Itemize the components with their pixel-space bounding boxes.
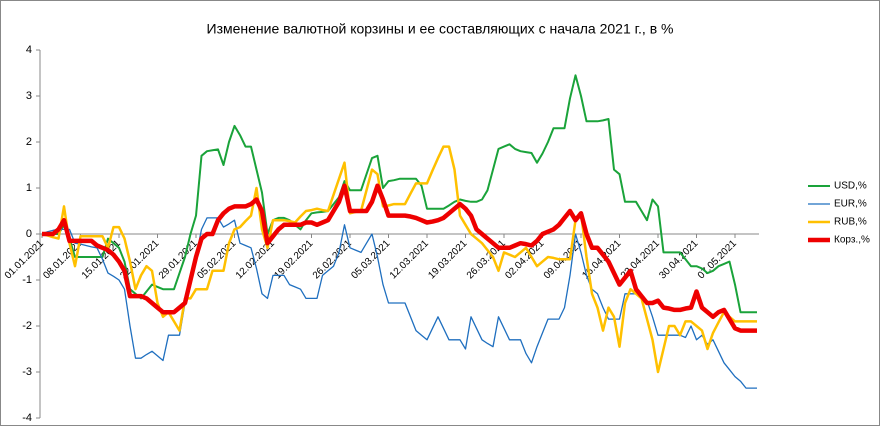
legend-label: USD,%	[834, 181, 867, 192]
y-tick-label: -3	[22, 366, 32, 378]
y-tick-label: 4	[26, 44, 32, 56]
y-tick-label: 0	[26, 228, 32, 240]
legend-label: Корз.,%	[834, 235, 870, 246]
chart-title: Изменение валютной корзины и ее составля…	[207, 21, 674, 37]
y-tick-label: 1	[26, 182, 32, 194]
y-tick-label: 2	[26, 136, 32, 148]
y-tick-label: -2	[22, 320, 32, 332]
y-tick-label: -1	[22, 274, 32, 286]
series-line	[42, 74, 757, 314]
y-tick-label: -4	[22, 412, 32, 424]
series-line	[42, 183, 757, 333]
legend-label: RUB,%	[834, 217, 867, 228]
y-tick-label: 3	[26, 90, 32, 102]
legend-label: EUR,%	[834, 199, 867, 210]
